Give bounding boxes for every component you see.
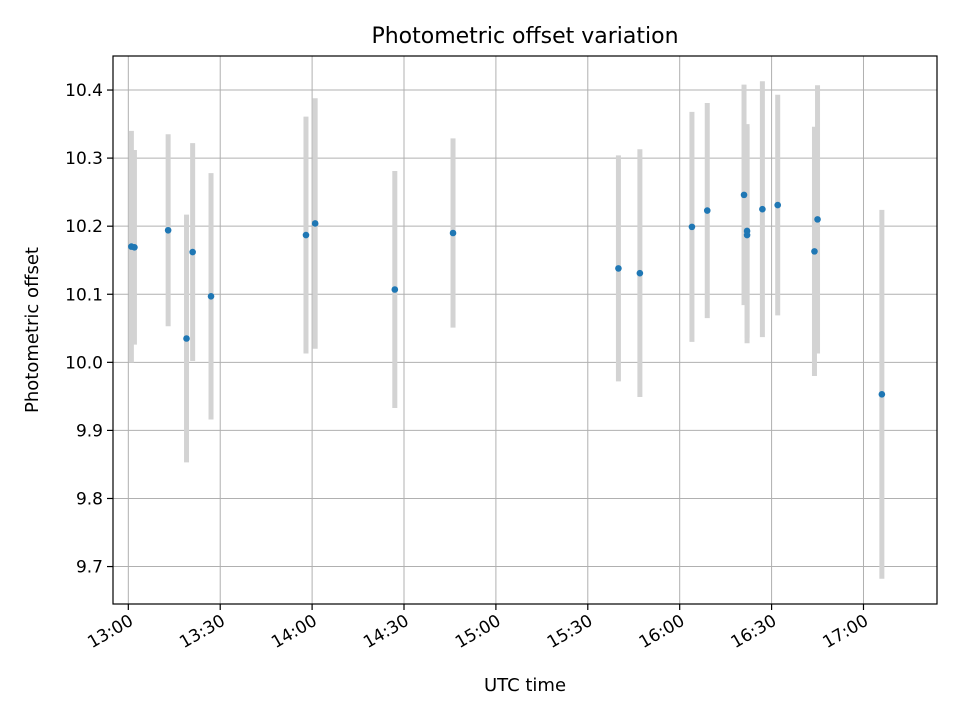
data-point xyxy=(878,391,886,398)
data-point xyxy=(391,286,399,293)
data-point xyxy=(189,248,196,256)
data-point xyxy=(302,231,310,239)
chart-title: Photometric offset variation xyxy=(371,24,678,49)
data-point xyxy=(311,220,319,227)
data-point xyxy=(615,265,622,272)
y-tick-label: 10.3 xyxy=(65,149,103,169)
y-tick-label: 10.4 xyxy=(65,81,103,101)
y-tick-label: 9.8 xyxy=(76,489,103,509)
grid xyxy=(113,56,937,604)
data-point xyxy=(207,293,215,300)
y-tick-label: 9.9 xyxy=(76,421,103,441)
data-point xyxy=(743,231,751,239)
x-axis-label: UTC time xyxy=(484,675,566,696)
data-point xyxy=(774,201,782,209)
data-point xyxy=(183,335,190,342)
y-axis-label: Photometric offset xyxy=(22,247,43,413)
y-tick-label: 10.1 xyxy=(65,285,103,305)
y-tick-label: 10.0 xyxy=(65,353,103,373)
y-tick-label: 9.7 xyxy=(76,558,103,578)
data-point xyxy=(740,191,748,199)
data-point xyxy=(811,248,818,255)
y-axis: 9.7 9.8 9.9 10.0 10.1 10.2 10.3 10.4 xyxy=(65,81,113,578)
data-point xyxy=(449,229,457,237)
data-points xyxy=(128,191,886,398)
data-point xyxy=(636,269,644,277)
plot-area-frame xyxy=(112,55,938,605)
y-tick-label: 10.2 xyxy=(65,217,103,237)
data-point xyxy=(164,226,172,234)
data-point xyxy=(131,243,138,251)
data-point xyxy=(688,223,696,231)
data-point xyxy=(703,207,711,214)
data-point xyxy=(814,216,821,223)
data-point xyxy=(759,205,766,213)
